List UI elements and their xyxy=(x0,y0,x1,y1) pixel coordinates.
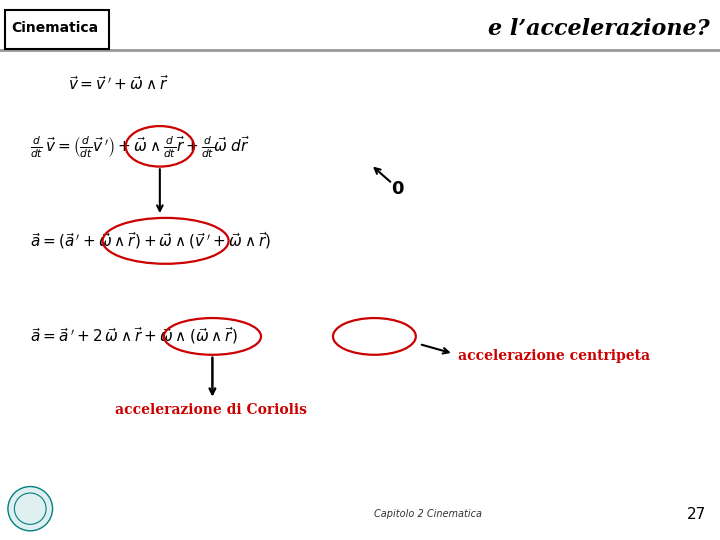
Text: accelerazione centripeta: accelerazione centripeta xyxy=(458,349,650,363)
FancyBboxPatch shape xyxy=(5,10,109,49)
Text: $\vec{v} = \vec{v}\,' + \vec{\omega} \wedge \vec{r}$: $\vec{v} = \vec{v}\,' + \vec{\omega} \we… xyxy=(68,74,169,93)
Text: 27: 27 xyxy=(688,507,706,522)
Text: e l’accelerazione?: e l’accelerazione? xyxy=(487,17,709,39)
Ellipse shape xyxy=(8,487,53,531)
Text: accelerazione di Coriolis: accelerazione di Coriolis xyxy=(115,403,307,417)
Text: $\vec{a} = \left(\vec{a}\,' + \vec{\omega} \wedge \vec{r}\right) + \vec{\omega} : $\vec{a} = \left(\vec{a}\,' + \vec{\omeg… xyxy=(30,230,271,251)
Text: $\vec{a} = \vec{a}\,' + 2\,\vec{\omega} \wedge \vec{r} + \vec{\omega} \wedge \le: $\vec{a} = \vec{a}\,' + 2\,\vec{\omega} … xyxy=(30,326,238,346)
Text: Cinematica: Cinematica xyxy=(11,21,98,35)
Text: Capitolo 2 Cinematica: Capitolo 2 Cinematica xyxy=(374,509,482,519)
Text: $\frac{d}{dt}\,\vec{v} = \left(\frac{d}{dt}\vec{v}\,'\right) + \vec{\omega} \wed: $\frac{d}{dt}\,\vec{v} = \left(\frac{d}{… xyxy=(30,134,250,160)
Text: 0: 0 xyxy=(391,180,404,198)
